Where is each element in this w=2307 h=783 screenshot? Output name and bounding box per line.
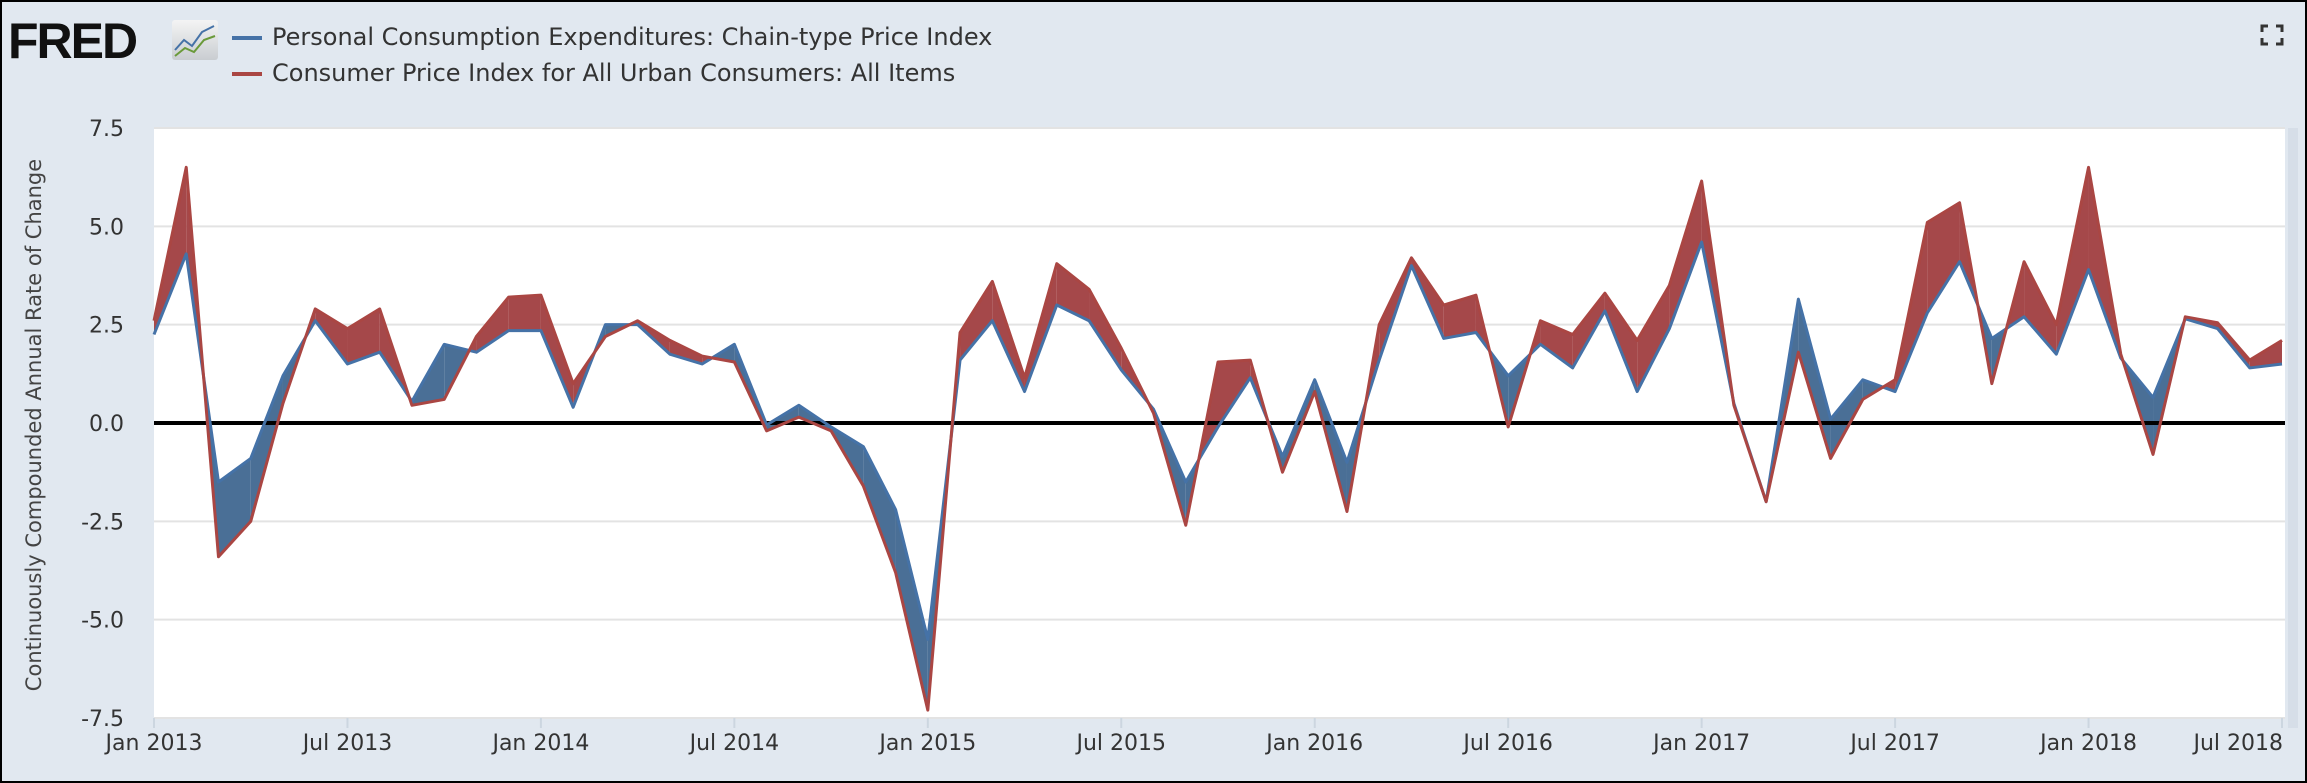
fullscreen-icon[interactable] — [2260, 24, 2284, 46]
difference-fill — [476, 297, 509, 353]
x-tick-label: Jan 2014 — [490, 731, 589, 756]
x-tick-label: Jul 2013 — [301, 731, 393, 756]
y-tick-label: -5.0 — [81, 609, 124, 634]
difference-fill — [960, 281, 993, 361]
difference-fill — [2249, 340, 2282, 368]
x-tick-label: Jan 2018 — [2038, 731, 2137, 756]
y-tick-label: 0.0 — [89, 412, 124, 437]
difference-fill — [508, 295, 541, 331]
x-tick-label: Jan 2013 — [104, 731, 203, 756]
scrollbar — [2288, 128, 2298, 728]
legend-label-cpi: Consumer Price Index for All Urban Consu… — [272, 59, 956, 87]
legend-item-cpi[interactable]: Consumer Price Index for All Urban Consu… — [232, 58, 955, 88]
difference-fill — [863, 446, 896, 573]
difference-fill — [347, 308, 380, 364]
difference-fill — [1927, 202, 1960, 313]
difference-fill — [669, 340, 703, 364]
x-tick-label: Jul 2018 — [2191, 731, 2283, 756]
difference-fill — [1572, 293, 1605, 368]
difference-fill — [315, 308, 348, 364]
difference-fill — [1443, 295, 1476, 339]
y-tick-label: 5.0 — [89, 215, 124, 240]
cpi-series-line — [152, 165, 2283, 712]
x-tick-label: Jan 2017 — [1651, 731, 1750, 756]
difference-fill — [1056, 263, 1090, 321]
difference-fill — [1218, 360, 1251, 427]
y-tick-label: -7.5 — [81, 707, 124, 732]
y-tick-label: 2.5 — [89, 314, 124, 339]
difference-fill — [218, 458, 251, 557]
difference-fill — [895, 509, 928, 711]
x-tick-label: Jul 2017 — [1848, 731, 1940, 756]
difference-fill — [2024, 261, 2057, 355]
legend-item-pce[interactable]: Personal Consumption Expenditures: Chain… — [232, 22, 992, 52]
y-tick-label: -2.5 — [81, 510, 124, 535]
legend-label-pce: Personal Consumption Expenditures: Chain… — [272, 23, 993, 51]
difference-fill — [1089, 289, 1122, 370]
legend-swatch-cpi — [232, 72, 262, 76]
pce-series-line — [152, 240, 2283, 641]
difference-fill — [1637, 285, 1670, 392]
x-tick-label: Jul 2016 — [1461, 731, 1553, 756]
fred-graph-logo-icon — [172, 20, 218, 60]
x-tick-label: Jan 2016 — [1264, 731, 1363, 756]
y-tick-label: 7.5 — [89, 117, 124, 142]
legend-swatch-pce — [232, 36, 262, 40]
difference-fill — [1862, 379, 1883, 400]
x-tick-label: Jul 2015 — [1075, 731, 1167, 756]
difference-fill — [1604, 293, 1638, 392]
difference-fill — [540, 295, 574, 408]
x-tick-label: Jul 2014 — [688, 731, 780, 756]
difference-fill — [1798, 299, 1831, 459]
fred-logo: FRED — [8, 13, 138, 69]
difference-fill — [1830, 379, 1863, 459]
difference-fill — [1669, 181, 1702, 329]
x-tick-label: Jan 2015 — [877, 731, 976, 756]
difference-fill — [250, 375, 283, 522]
